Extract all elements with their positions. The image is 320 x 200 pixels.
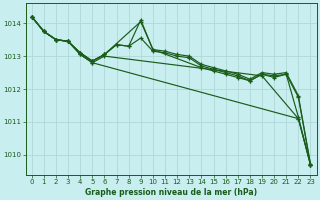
X-axis label: Graphe pression niveau de la mer (hPa): Graphe pression niveau de la mer (hPa) xyxy=(85,188,257,197)
